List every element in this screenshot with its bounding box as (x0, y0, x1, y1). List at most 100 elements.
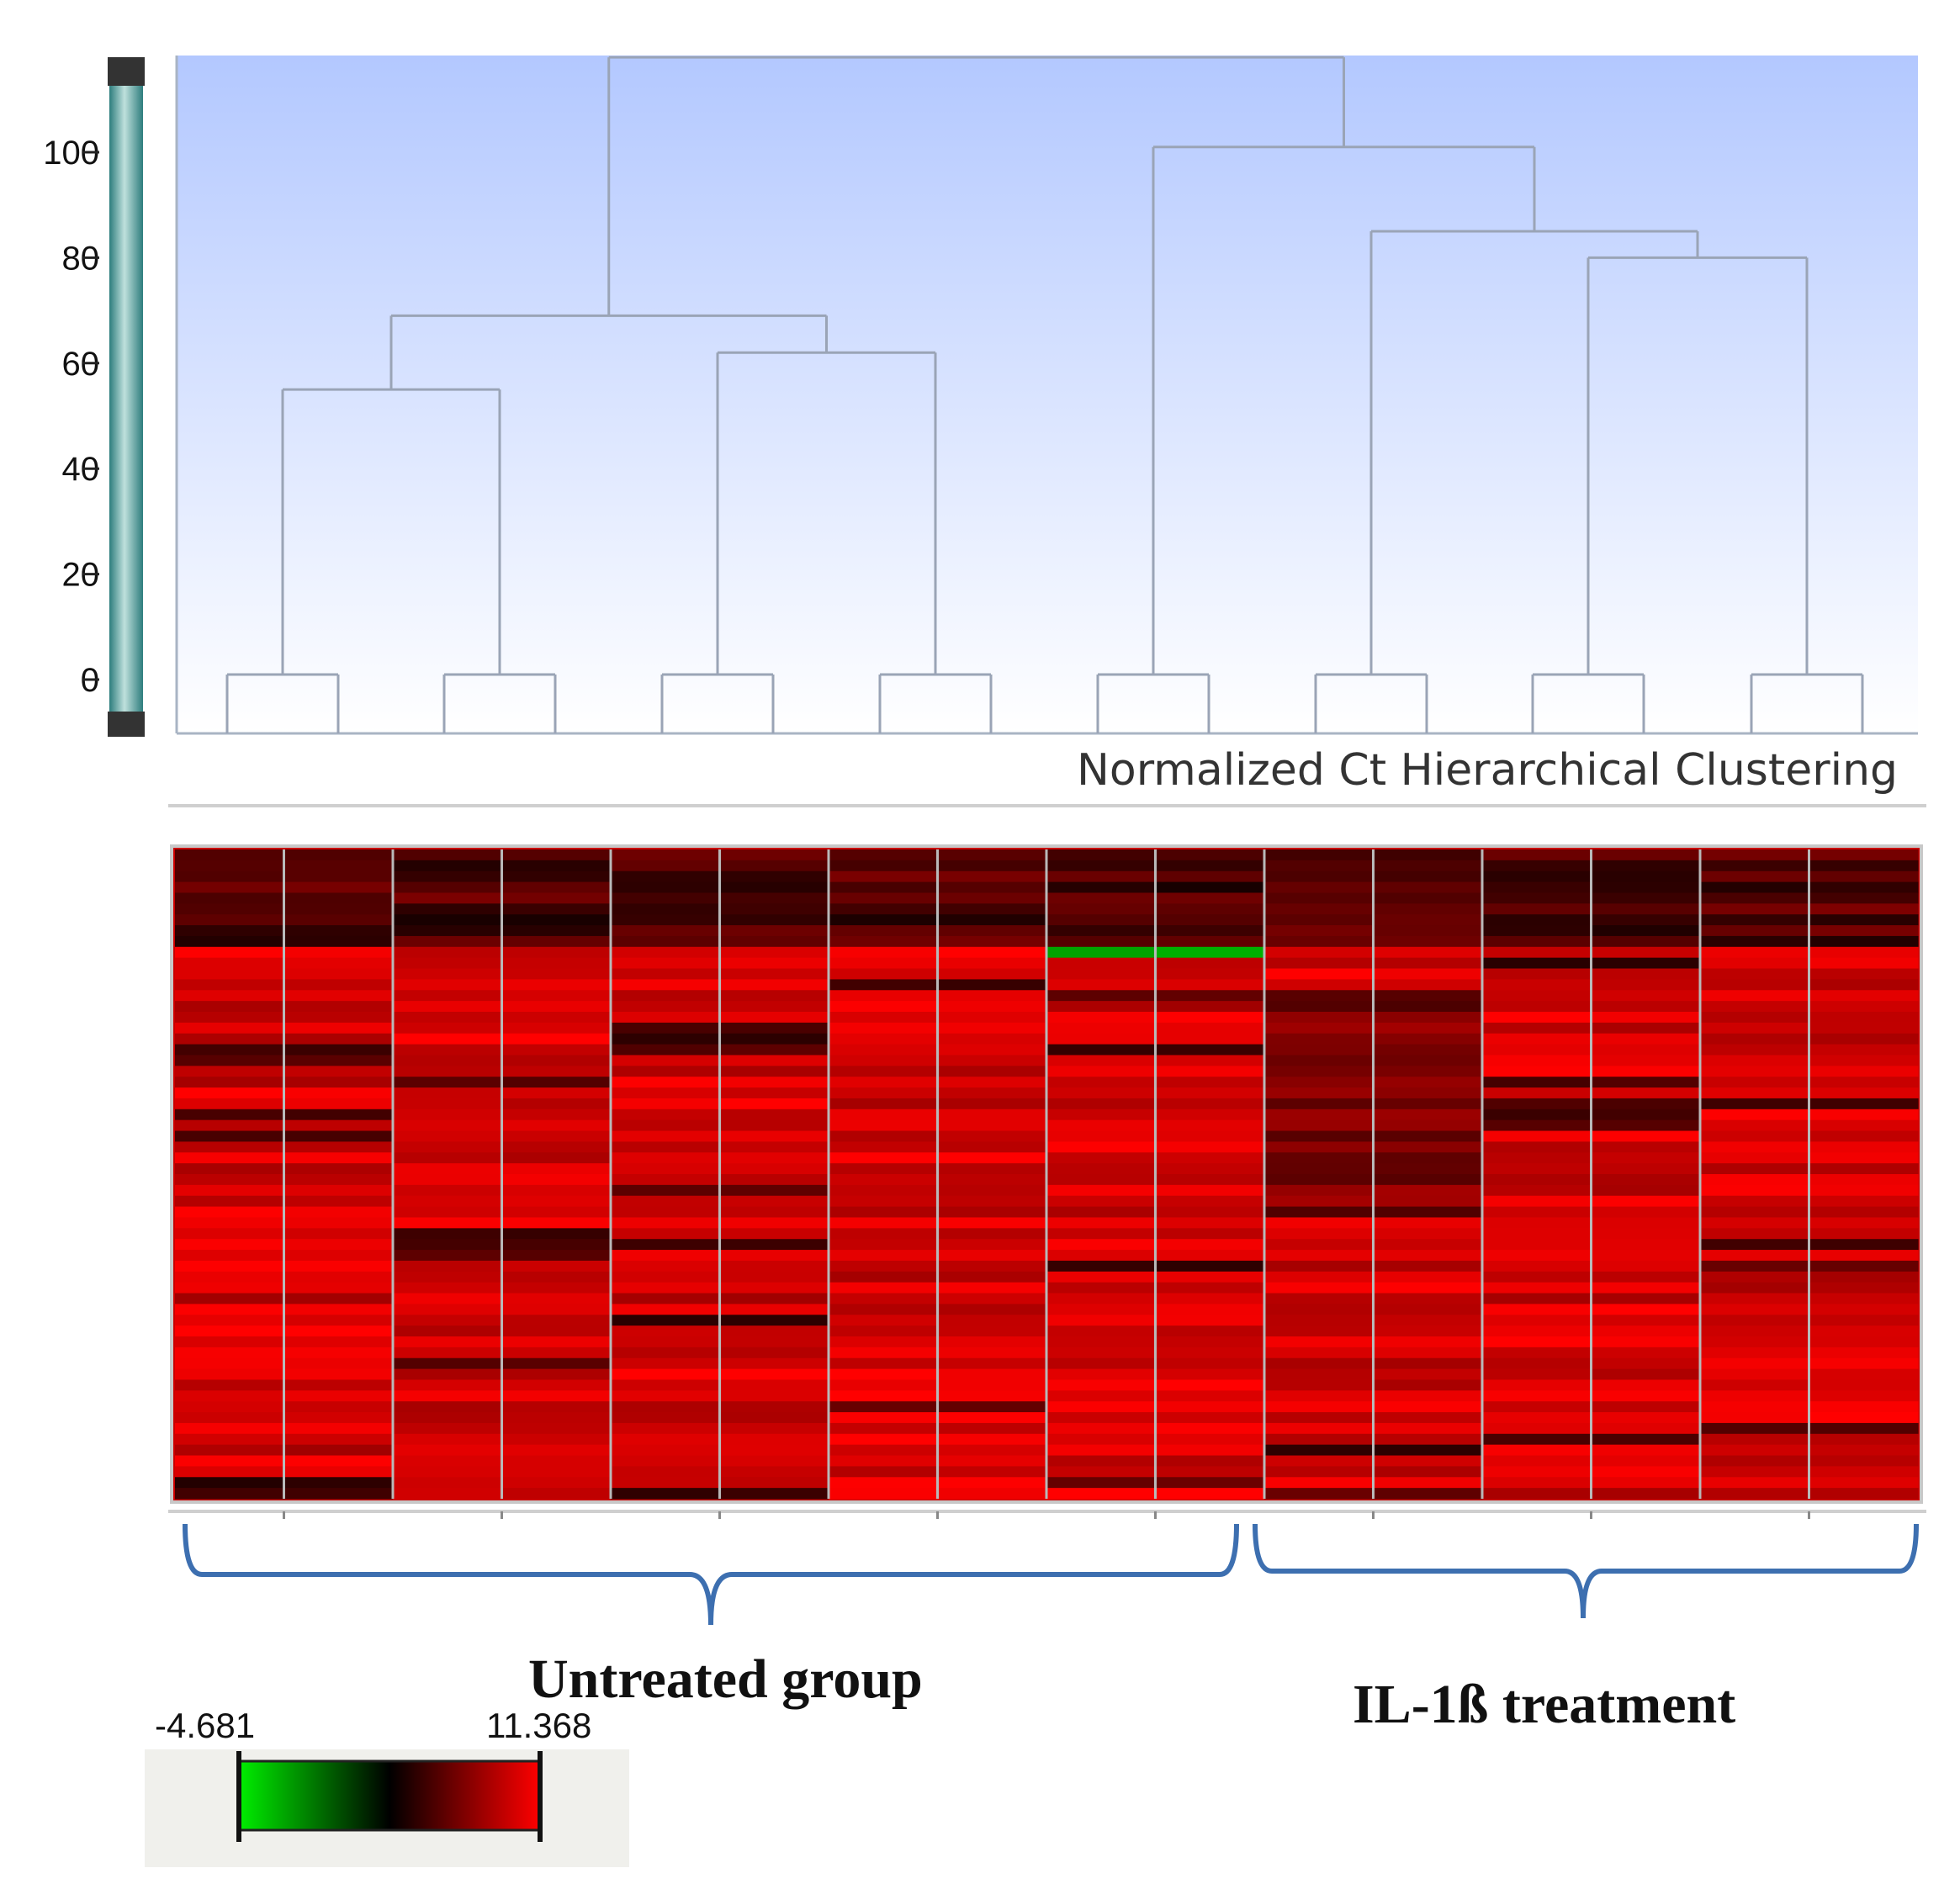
heatmap-cell (829, 1390, 939, 1402)
heatmap-cell (1809, 1444, 1919, 1457)
heatmap-cell (1155, 1336, 1265, 1348)
heatmap-cell (1155, 1001, 1265, 1013)
heatmap-cell (611, 946, 721, 959)
heatmap-cells (175, 849, 1919, 1500)
heatmap-cell (1046, 1379, 1157, 1391)
heatmap-cell (393, 1066, 503, 1077)
heatmap-cell (1046, 1184, 1157, 1197)
heatmap-cell (1809, 1390, 1919, 1402)
heatmap-cell (175, 1098, 285, 1110)
heatmap-cell (1591, 1347, 1701, 1359)
heatmap-cell (393, 1077, 503, 1088)
heatmap-cell (611, 1412, 721, 1424)
heatmap-cell (719, 1455, 829, 1467)
heatmap-cell (175, 1250, 285, 1262)
heatmap-cell (1482, 1357, 1592, 1370)
heatmap-cell (1482, 1228, 1592, 1240)
dendrogram-scrollbar[interactable] (108, 57, 145, 737)
heatmap-cell (611, 1022, 721, 1034)
heatmap-cell (1482, 1119, 1592, 1132)
heatmap-cell (719, 1271, 829, 1283)
heatmap-cell (829, 1336, 939, 1348)
heatmap-cell (1264, 1119, 1375, 1132)
heatmap-cell (829, 1141, 939, 1153)
heatmap-cell (1700, 1444, 1810, 1457)
heatmap-cell (1373, 1141, 1483, 1153)
heatmap-cell (1482, 1206, 1592, 1219)
heatmap-cell (1155, 1271, 1265, 1283)
heatmap-cell (1155, 1012, 1265, 1024)
heatmap-cell (611, 1433, 721, 1446)
heatmap-cell (393, 1444, 503, 1457)
scrollbar-bottom-cap[interactable] (108, 712, 145, 737)
heatmap-cell (611, 1282, 721, 1294)
heatmap-cell (1155, 1304, 1265, 1315)
heatmap-cell (829, 1422, 939, 1435)
heatmap-cell (175, 1488, 285, 1500)
heatmap-cell (501, 1022, 612, 1034)
heatmap-cell (1373, 870, 1483, 883)
heatmap-cell (829, 892, 939, 904)
heatmap-cell (175, 1001, 285, 1013)
heatmap-cell (829, 1357, 939, 1370)
heatmap-cell (283, 1119, 394, 1132)
heatmap-cell (1264, 870, 1375, 883)
heatmap-cell (1046, 990, 1157, 1002)
heatmap-cell (175, 1477, 285, 1489)
heatmap-cell (1373, 1401, 1483, 1413)
heatmap-cell (1700, 990, 1810, 1002)
heatmap-cell (1264, 1098, 1375, 1110)
heatmap-cell (1046, 1336, 1157, 1348)
heatmap-cell (175, 1012, 285, 1024)
heatmap-cell (1700, 968, 1810, 980)
heatmap-cell (1046, 1022, 1157, 1034)
heatmap-cell (1809, 1174, 1919, 1186)
heatmap-cell (1809, 1260, 1919, 1273)
heatmap-cell (1373, 1001, 1483, 1013)
heatmap-cell (1591, 914, 1701, 926)
heatmap-cell (937, 1012, 1047, 1024)
heatmap-cell (1264, 1315, 1375, 1326)
heatmap-cell (1046, 1055, 1157, 1066)
heatmap-cell (719, 860, 829, 872)
heatmap-cell (393, 1184, 503, 1197)
heatmap-cell (611, 892, 721, 904)
heatmap-cell (1482, 1455, 1592, 1467)
heatmap-cell (1155, 1217, 1265, 1229)
heatmap-cell (1155, 925, 1265, 937)
heatmap-cell (1700, 1109, 1810, 1121)
scrollbar-top-cap[interactable] (108, 57, 145, 86)
heatmap-cell (175, 1184, 285, 1197)
heatmap-cell (937, 1271, 1047, 1283)
heatmap-cell (1373, 1422, 1483, 1435)
heatmap-cell (1482, 1315, 1592, 1326)
heatmap-cell (393, 1109, 503, 1121)
heatmap-cell (1700, 881, 1810, 894)
heatmap-cell (1482, 1347, 1592, 1359)
heatmap-cell (1264, 1477, 1375, 1489)
heatmap-cell (1046, 892, 1157, 904)
heatmap-cell (1046, 860, 1157, 872)
heatmap-cell (829, 1152, 939, 1164)
heatmap-cell (1591, 1098, 1701, 1110)
heatmap-cell (937, 1325, 1047, 1337)
heatmap-cell (1809, 1163, 1919, 1175)
heatmap-cell (611, 1422, 721, 1435)
heatmap-cell (1264, 1066, 1375, 1077)
heatmap-cell (283, 881, 394, 894)
heatmap-cell (611, 1379, 721, 1391)
heatmap-cell (283, 968, 394, 980)
heatmap-cell (937, 1444, 1047, 1457)
heatmap-cell (1264, 925, 1375, 937)
heatmap-cell (1482, 990, 1592, 1002)
heatmap-cell (175, 1206, 285, 1219)
heatmap-cell (937, 1195, 1047, 1208)
heatmap-cell (283, 892, 394, 904)
heatmap-cell (719, 1488, 829, 1500)
heatmap-cell (1591, 1325, 1701, 1337)
heatmap-cell (1046, 1422, 1157, 1435)
heatmap-cell (1373, 892, 1483, 904)
heatmap-cell (393, 1044, 503, 1056)
heatmap-cell (1591, 1304, 1701, 1315)
heatmap-cell (1591, 1401, 1701, 1413)
